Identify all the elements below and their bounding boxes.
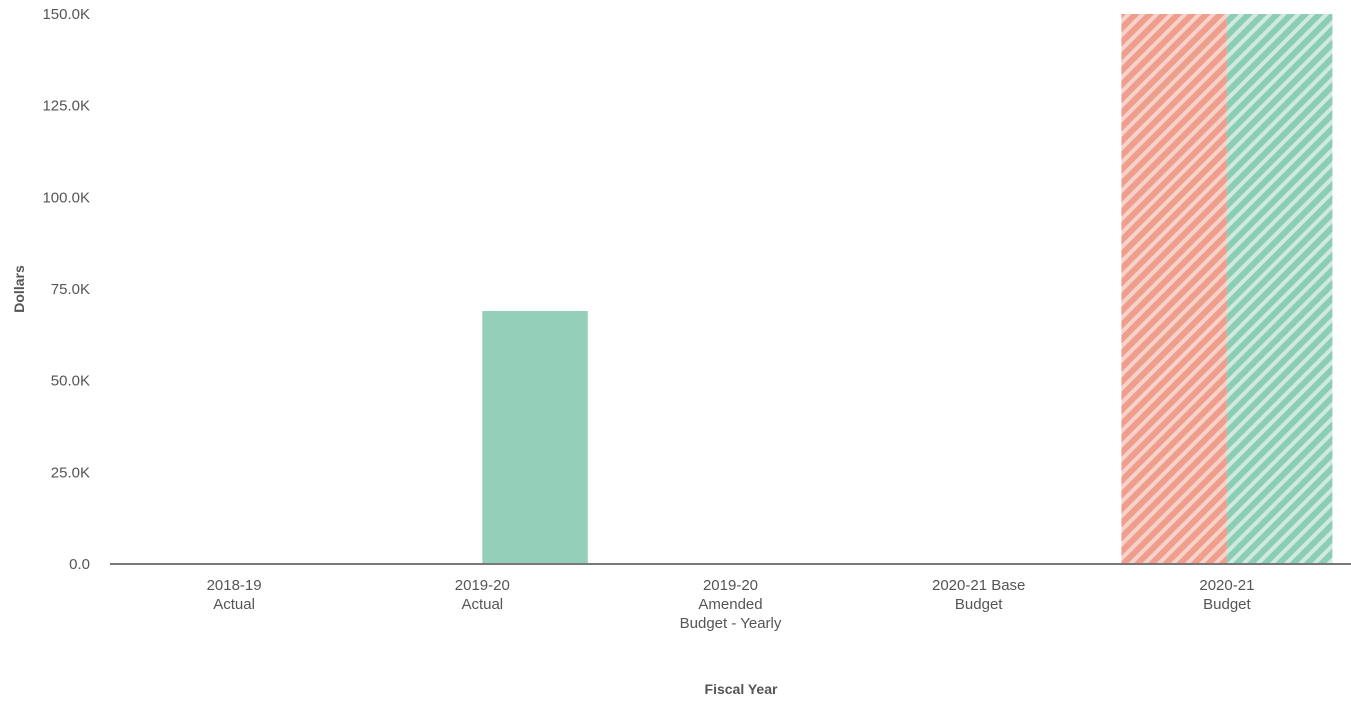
bar bbox=[1121, 14, 1227, 564]
x-category-label-line: Budget bbox=[1203, 596, 1251, 613]
x-category-label: 2019-20 Actual bbox=[455, 577, 510, 613]
x-category-label-line: Amended bbox=[698, 596, 762, 613]
x-category-label: 2020-21 Budget bbox=[1199, 577, 1254, 613]
y-tick-label: 75.0K bbox=[51, 281, 90, 298]
y-tick-label: 25.0K bbox=[51, 464, 90, 481]
x-category-label: 2019-20 Amended Budget - Yearly bbox=[680, 577, 782, 632]
x-category-label-line: Budget bbox=[955, 596, 1003, 613]
x-category-label-line: 2018-19 bbox=[207, 577, 262, 594]
y-tick-label: 125.0K bbox=[42, 98, 90, 115]
x-category-label-line: Budget - Yearly bbox=[680, 615, 782, 632]
x-category-label-line: Actual bbox=[461, 596, 503, 613]
y-tick-label: 150.0K bbox=[42, 6, 90, 23]
x-axis-labels: 2018-19 Actual 2019-20 Actual 2019-20 Amended… bbox=[207, 577, 1255, 632]
y-axis-ticks: 0.0 25.0K 50.0K 75.0K 100.0K 125.0K 150.0K bbox=[42, 6, 90, 573]
y-tick-label: 50.0K bbox=[51, 373, 90, 390]
x-category-label-line: 2019-20 bbox=[455, 577, 510, 594]
y-axis-title: Dollars bbox=[11, 265, 27, 313]
x-category-label-line: 2020-21 bbox=[1199, 577, 1254, 594]
x-axis-title: Fiscal Year bbox=[705, 681, 778, 697]
x-category-label-line: 2020-21 Base bbox=[932, 577, 1025, 594]
bars bbox=[482, 14, 1333, 564]
bar bbox=[482, 311, 588, 564]
bar bbox=[1226, 14, 1333, 564]
y-tick-label: 100.0K bbox=[42, 189, 90, 206]
y-tick-label: 0.0 bbox=[69, 556, 90, 573]
x-category-label: 2018-19 Actual bbox=[207, 577, 262, 613]
x-category-label-line: 2019-20 bbox=[703, 577, 758, 594]
x-category-label-line: Actual bbox=[213, 596, 255, 613]
x-category-label: 2020-21 Base Budget bbox=[932, 577, 1025, 613]
